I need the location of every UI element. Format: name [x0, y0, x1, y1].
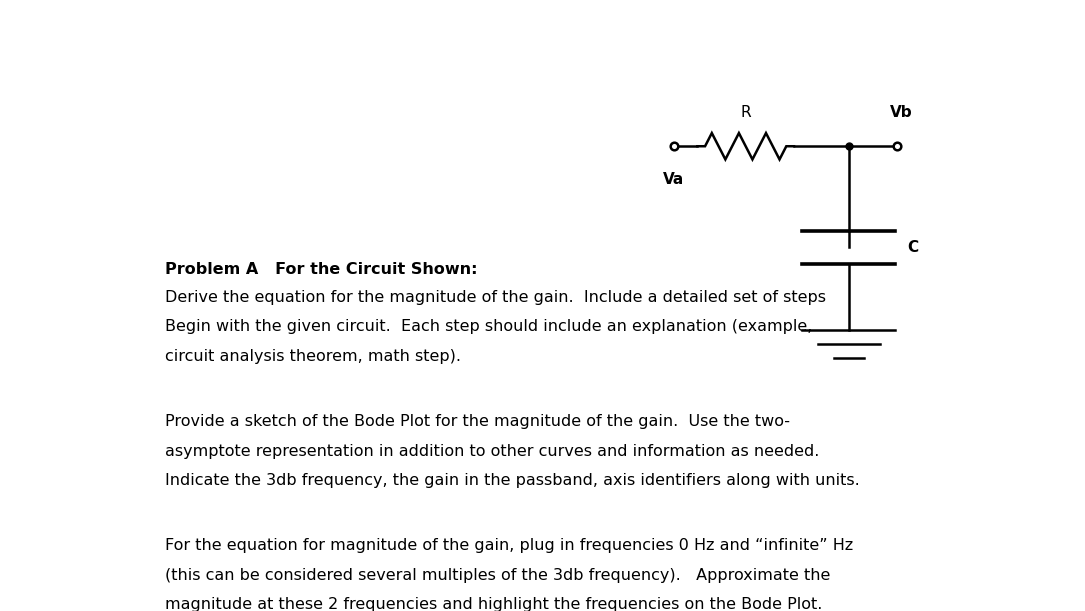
Text: Problem A   For the Circuit Shown:: Problem A For the Circuit Shown: [165, 262, 477, 277]
Text: Provide a sketch of the Bode Plot for the magnitude of the gain.  Use the two-: Provide a sketch of the Bode Plot for th… [165, 414, 790, 429]
Text: For the equation for magnitude of the gain, plug in frequencies 0 Hz and “infini: For the equation for magnitude of the ga… [165, 538, 853, 553]
Text: Begin with the given circuit.  Each step should include an explanation (example,: Begin with the given circuit. Each step … [165, 320, 813, 334]
Text: Indicate the 3db frequency, the gain in the passband, axis identifiers along wit: Indicate the 3db frequency, the gain in … [165, 473, 859, 488]
Text: R: R [740, 105, 751, 120]
Text: Derive the equation for the magnitude of the gain.  Include a detailed set of st: Derive the equation for the magnitude of… [165, 290, 826, 305]
Text: asymptote representation in addition to other curves and information as needed.: asymptote representation in addition to … [165, 444, 819, 458]
Text: (this can be considered several multiples of the 3db frequency).   Approximate t: (this can be considered several multiple… [165, 568, 830, 583]
Text: C: C [907, 240, 919, 255]
Text: Va: Va [663, 172, 685, 187]
Text: Vb: Vb [891, 105, 912, 120]
Text: magnitude at these 2 frequencies and highlight the frequencies on the Bode Plot.: magnitude at these 2 frequencies and hig… [165, 598, 822, 611]
Text: circuit analysis theorem, math step).: circuit analysis theorem, math step). [165, 349, 461, 364]
